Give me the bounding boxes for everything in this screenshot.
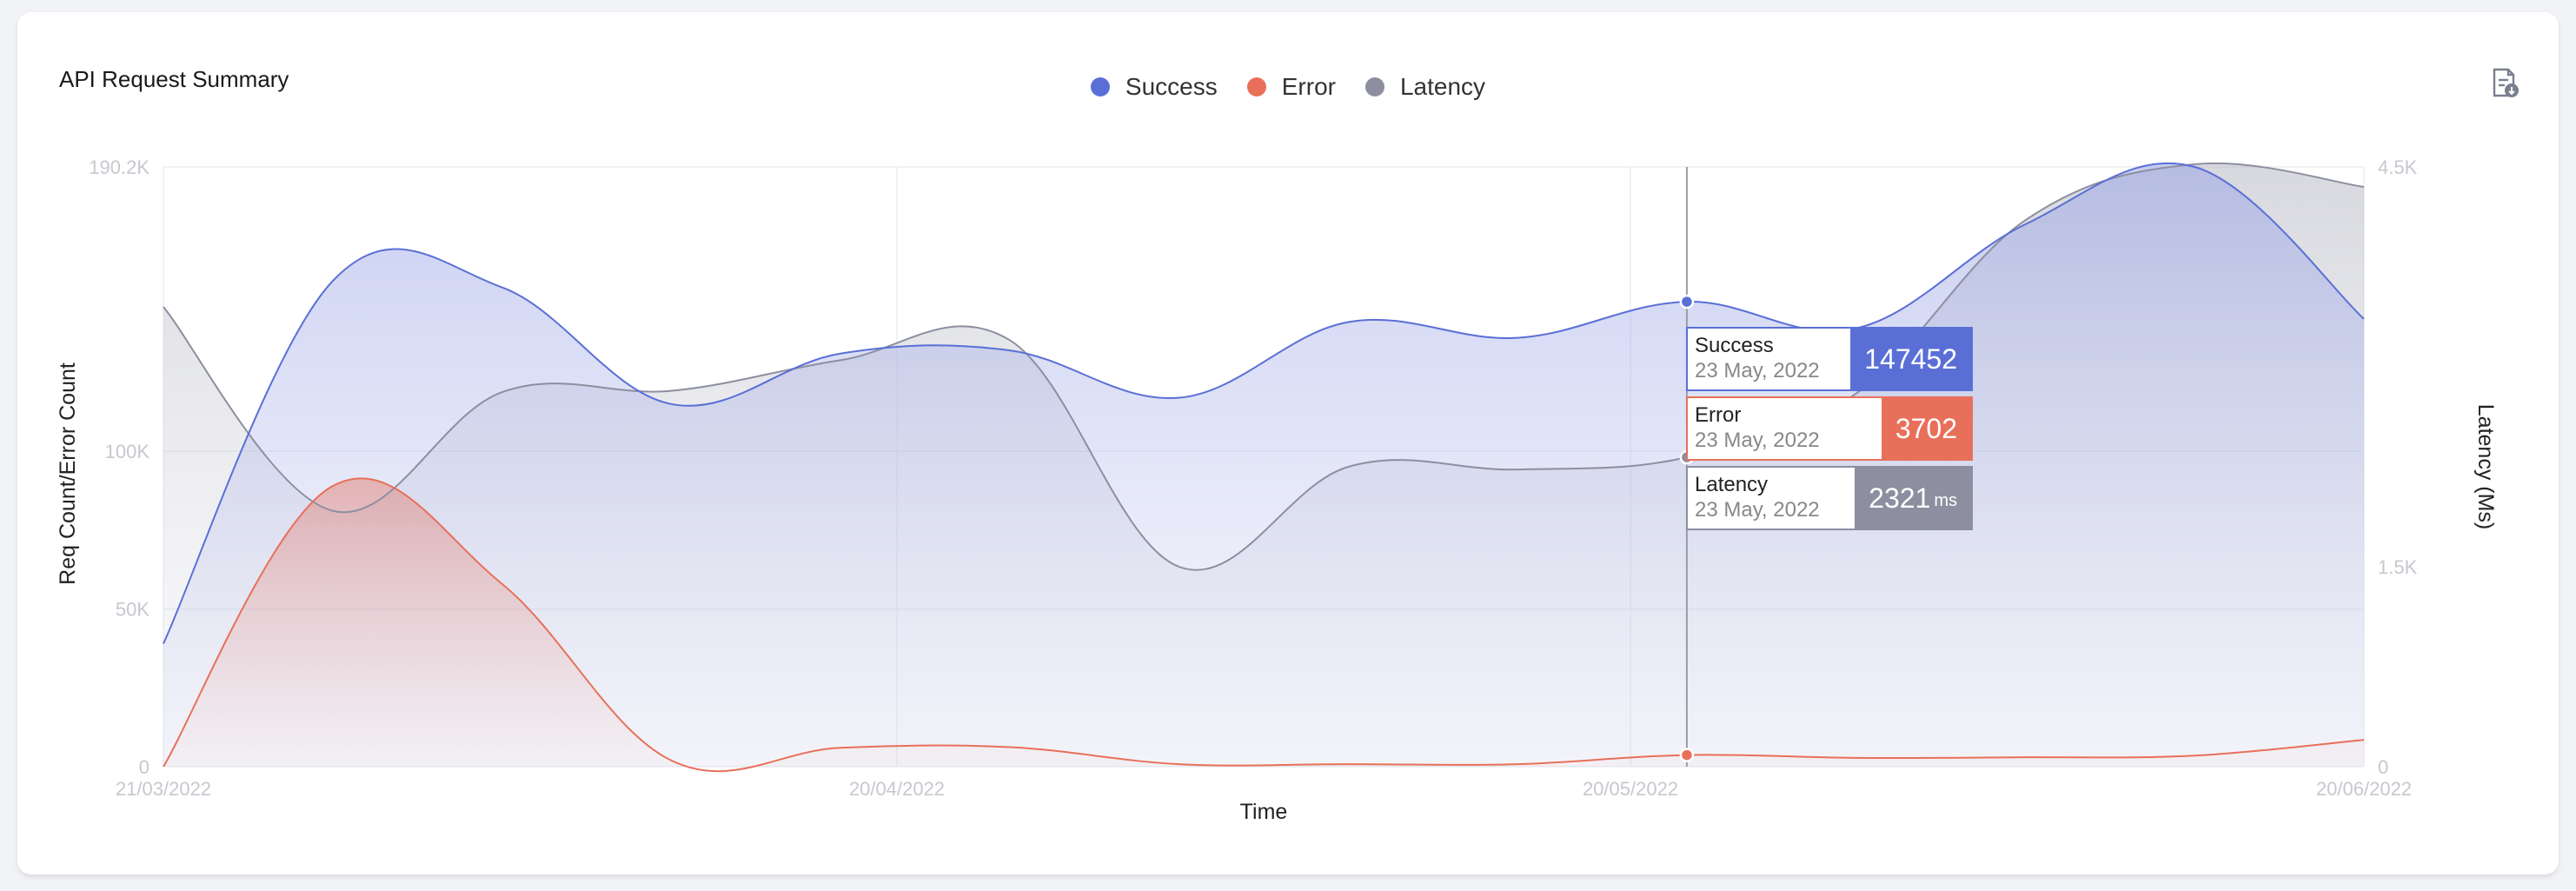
y-tick-label: 190.2K (89, 156, 149, 178)
tooltip-series-name: Latency (1695, 473, 1769, 496)
legend-item-success[interactable]: Success (1090, 73, 1218, 101)
error-dot-icon (1246, 77, 1266, 96)
tooltip-success: Success 23 May, 2022 147452 (1686, 327, 1973, 391)
success-point (1679, 294, 1695, 309)
tooltip-value: 147452 (1864, 342, 1957, 375)
success-dot-icon (1090, 77, 1110, 96)
success-area (163, 163, 2364, 767)
export-report-icon[interactable] (2487, 66, 2522, 101)
tooltip-value-box: 2321 ms (1855, 468, 1971, 529)
tooltip-latency: Latency 23 May, 2022 2321 ms (1686, 466, 1973, 530)
tooltip-date: 23 May, 2022 (1695, 498, 1820, 522)
tooltip-value: 3702 (1895, 412, 1957, 444)
tooltip-error: Error 23 May, 2022 3702 (1686, 396, 1973, 461)
error-area (163, 478, 2364, 772)
chart-title: API Request Summary (59, 66, 289, 92)
y-tick-label: 100K (105, 441, 150, 462)
y2-tick-label: 4.5K (2378, 156, 2418, 178)
tooltip-unit: ms (1934, 490, 1957, 510)
tooltip-value-box: 3702 (1881, 398, 1971, 459)
legend-label: Latency (1399, 73, 1486, 100)
x-tick-label: 20/04/2022 (849, 778, 945, 800)
tooltip-series-name: Error (1695, 403, 1742, 427)
y-axis-label: Req Count/Error Count (56, 362, 80, 585)
x-axis-label: Time (1240, 800, 1288, 824)
x-tick-label: 20/05/2022 (1583, 778, 1678, 800)
legend: Success Error Latency (17, 73, 2559, 101)
legend-label: Success (1125, 73, 1218, 100)
y-tick-label: 50K (116, 599, 149, 621)
y2-axis-label: Latency (Ms) (2473, 404, 2498, 529)
axes: 0 50K 100K 190.2K 0 1.5K 4.5K 21/03/2022 20/04/2… (56, 156, 2498, 824)
y2-tick-label: 1.5K (2378, 556, 2418, 578)
tooltip-series-name: Success (1695, 334, 1774, 357)
tooltip-date: 23 May, 2022 (1695, 429, 1820, 452)
legend-item-error[interactable]: Error (1246, 73, 1336, 101)
series-lines (163, 162, 2365, 773)
tooltip-date: 23 May, 2022 (1695, 359, 1820, 382)
tooltip-value: 2321 (1869, 482, 1931, 514)
legend-label: Error (1281, 73, 1336, 100)
tooltip-value-box: 147452 (1850, 329, 1971, 389)
series-areas (163, 163, 2364, 772)
y2-tick-label: 0 (2378, 756, 2388, 778)
x-tick-label: 21/03/2022 (116, 778, 211, 800)
y-tick-label: 0 (139, 756, 149, 778)
x-tick-label: 20/06/2022 (2316, 778, 2412, 800)
latency-dot-icon (1364, 77, 1384, 96)
error-line (163, 477, 2365, 773)
latency-line (163, 162, 2365, 571)
legend-item-latency[interactable]: Latency (1364, 73, 1486, 101)
success-line (163, 162, 2365, 644)
error-point (1679, 748, 1695, 762)
